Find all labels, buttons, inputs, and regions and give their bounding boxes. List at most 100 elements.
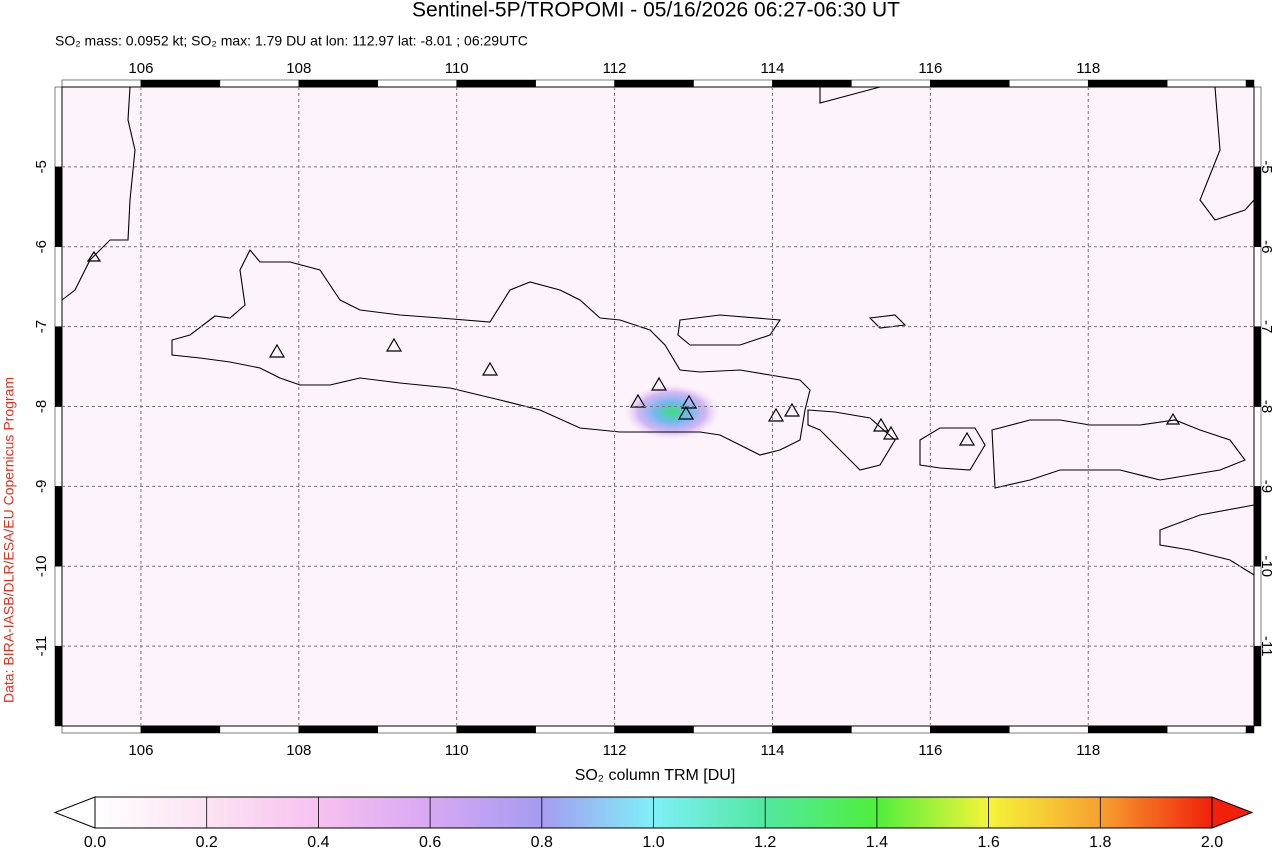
frame-band [693, 725, 773, 734]
lat-tick-label: -5 [33, 160, 50, 173]
frame-band [535, 79, 615, 88]
colorbar-under [53, 796, 96, 829]
coastline [1199, 86, 1255, 221]
frame-band [1253, 566, 1262, 647]
frame-band [54, 86, 63, 168]
frame-band [298, 79, 379, 88]
so2-plume [624, 384, 720, 440]
frame-band [614, 79, 694, 88]
lon-tick-label: 110 [445, 742, 469, 759]
lon-tick-label: 108 [286, 742, 311, 759]
frame-band [693, 79, 773, 88]
coastline [61, 86, 136, 301]
frame-band [1253, 406, 1262, 487]
title: Sentinel-5P/TROPOMI - 05/16/2026 06:27-0… [412, 0, 900, 22]
frame-band [140, 79, 221, 88]
frame-band [1009, 79, 1089, 88]
colorbar-tick-label: 2.0 [1201, 834, 1223, 851]
lat-tick-label: -7 [33, 320, 50, 333]
lon-tick-label: 118 [1076, 742, 1100, 759]
lat-tick-label: -8 [1258, 400, 1272, 413]
frame-band [219, 79, 300, 88]
colorbar-tick-label: 1.4 [866, 834, 888, 851]
lon-tick-label: 112 [603, 60, 627, 77]
frame-band [456, 79, 536, 88]
frame-band [930, 79, 1010, 88]
frame-band [54, 486, 63, 567]
lat-tick-label: -10 [33, 555, 50, 577]
frame-band [54, 246, 63, 327]
lat-tick-label: -6 [1258, 240, 1272, 253]
frame-band [219, 725, 300, 734]
lat-tick-label: -8 [33, 400, 50, 413]
coastline [1159, 504, 1255, 576]
frame-band [140, 725, 221, 734]
frame-band [54, 406, 63, 487]
coastline [171, 249, 811, 456]
lat-tick-label: -5 [1258, 160, 1272, 173]
frame-band [377, 79, 457, 88]
lon-tick-label: 116 [918, 60, 942, 77]
colorbar-tick-label: 1.0 [642, 834, 664, 851]
colorbar-label: SO₂ column TRM [DU] [575, 767, 736, 784]
frame-band [1253, 246, 1262, 327]
lon-tick-label: 106 [128, 60, 153, 77]
lon-tick-label: 118 [1076, 60, 1100, 77]
frame-band [535, 725, 615, 734]
colorbar-tick-label: 1.8 [1089, 834, 1111, 851]
colorbar-tick-label: 0.4 [307, 834, 329, 851]
frame-band [1253, 486, 1262, 567]
frame-band [377, 725, 457, 734]
frame-band [930, 725, 1010, 734]
frame-band [1245, 79, 1255, 88]
lat-tick-label: -6 [33, 240, 50, 253]
colorbar-tick-label: 0.8 [531, 834, 553, 851]
frame-band [456, 725, 536, 734]
lon-tick-label: 114 [761, 60, 785, 77]
frame-band [54, 566, 63, 647]
frame-band [54, 326, 63, 407]
volcanoes [86, 250, 1181, 446]
subtitle: SO₂ mass: 0.0952 kt; SO₂ max: 1.79 DU at… [55, 33, 528, 49]
frame-band [54, 166, 63, 247]
frame-band [1166, 725, 1247, 734]
lon-tick-label: 110 [445, 60, 469, 77]
lat-tick-label: -11 [33, 636, 50, 657]
colorbar-tick-label: 0.2 [196, 834, 218, 851]
lon-tick-label: 108 [286, 60, 311, 77]
coastline [991, 419, 1246, 489]
coastline [807, 409, 896, 471]
lon-tick-label: 116 [918, 742, 942, 759]
frame-band [1253, 166, 1262, 247]
frame-band [1009, 725, 1089, 734]
coastline [868, 314, 907, 329]
frame-band [54, 645, 63, 727]
frame-band [1253, 326, 1262, 407]
colorbar-tick-label: 1.2 [754, 834, 776, 851]
frame-band [61, 725, 142, 734]
frame-band [772, 79, 852, 88]
frame-band [1253, 645, 1262, 727]
lat-tick-label: -11 [1258, 636, 1272, 657]
frame-band [1087, 79, 1168, 88]
lon-tick-label: 106 [128, 742, 153, 759]
colorbar-over [1211, 796, 1254, 829]
lat-tick-label: -9 [33, 480, 50, 493]
frame-band [1245, 725, 1255, 734]
frame-band [1087, 725, 1168, 734]
lat-tick-label: -10 [1258, 555, 1272, 577]
frame-band [772, 725, 852, 734]
coastline [677, 314, 781, 346]
colorbar-tick-label: 0.6 [419, 834, 441, 851]
frame-band [614, 725, 694, 734]
frame-band [851, 725, 931, 734]
lat-tick-label: -9 [1258, 480, 1272, 493]
frame-band [298, 725, 379, 734]
colorbar-tick-label: 0.0 [84, 834, 106, 851]
colorbar-tick-label: 1.6 [977, 834, 999, 851]
frame-band [1166, 79, 1247, 88]
frame-band [61, 79, 142, 88]
frame-band [851, 79, 931, 88]
coastline [919, 427, 986, 471]
